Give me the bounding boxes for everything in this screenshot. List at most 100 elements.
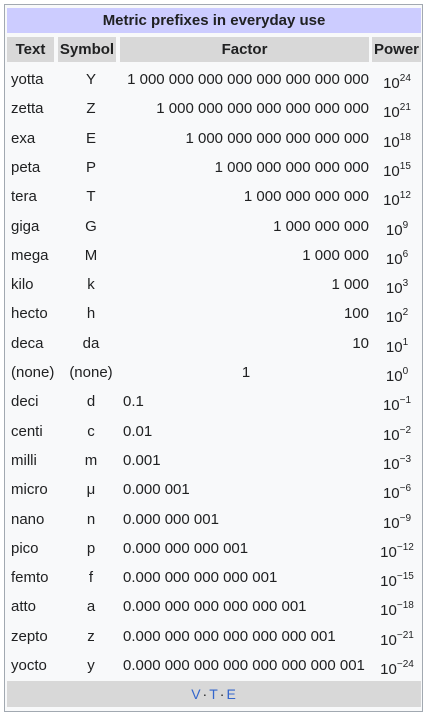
prefix-power: 1018 [373,124,421,153]
table-row: exa E 1 000 000 000 000 000 000 1018 [7,124,421,153]
header-symbol: Symbol [58,37,116,62]
prefix-name: kilo [11,276,34,294]
prefix-name: milli [11,451,37,469]
prefix-name: deca [11,334,44,352]
prefix-power: 101 [373,329,421,358]
prefix-power: 103 [373,270,421,299]
prefix-name: yocto [11,657,47,674]
power-base: 10 [382,514,400,532]
prefix-symbol: k [87,276,95,294]
power-exponent: 2 [402,307,409,319]
prefix-name: micro [11,481,48,499]
prefix-symbol: da [82,334,100,352]
table-title: Metric prefixes in everyday use [7,8,421,33]
power-base: 10 [382,426,400,444]
power-exponent: −1 [399,395,412,407]
prefix-symbol: y [87,657,95,674]
prefix-name: mega [11,246,49,264]
table-row: giga G 1 000 000 000 109 [7,212,421,241]
prefix-factor: 1 000 000 000 [273,217,369,235]
power-base: 10 [383,162,400,180]
prefix-name: giga [11,217,40,235]
power-exponent: −21 [396,629,414,641]
prefix-power: 1015 [373,153,421,182]
prefix-symbol: T [86,188,96,206]
power-base: 10 [382,485,400,503]
power-exponent: 6 [402,248,409,260]
power-base: 10 [380,661,397,678]
prefix-symbol: G [85,217,97,235]
table-row: kilo k 1 000 103 [7,270,421,299]
talk-link[interactable]: T [209,686,219,702]
prefix-symbol: a [86,598,96,616]
prefix-power: 10−21 [373,622,421,651]
power-base: 10 [380,543,397,561]
table-row: atto a 0.000 000 000 000 000 001 10−18 [7,592,421,621]
prefix-symbol: P [85,158,96,176]
prefix-factor: 0.000 000 000 000 000 000 001 [123,627,336,645]
prefix-factor: 0.001 [123,451,161,469]
table-row: micro μ 0.000 001 10−6 [7,475,421,504]
prefix-name: hecto [11,305,48,323]
prefix-factor: 100 [343,305,369,323]
power-exponent: −3 [399,453,412,465]
prefix-name: pico [11,539,39,557]
table-row: zepto z 0.000 000 000 000 000 000 001 10−21 [7,622,421,651]
prefix-name: exa [11,129,36,147]
power-base: 10 [383,133,400,151]
power-base: 10 [385,221,403,239]
navbox-footer: V · T · E [7,681,421,707]
prefix-factor: 1 000 000 000 000 000 000 000 000 [127,71,369,88]
prefix-factor: 0.000 000 000 000 001 [123,569,278,587]
separator: · [219,686,226,702]
prefix-symbol: h [86,305,96,323]
prefix-factor: 0.000 000 000 001 [123,539,249,557]
power-base: 10 [385,250,403,268]
prefix-power: 100 [373,358,421,387]
prefix-power: 10−3 [373,446,421,475]
view-link[interactable]: V [191,686,202,702]
table-row: (none) (none) 1 100 [7,358,421,387]
edit-link[interactable]: E [226,686,237,702]
prefix-power: 1012 [373,182,421,211]
prefix-symbol: E [85,129,96,147]
power-base: 10 [380,602,397,620]
table-row: tera T 1 000 000 000 000 1012 [7,182,421,211]
table-row: yocto y 0.000 000 000 000 000 000 000 001 1… [7,651,421,680]
power-exponent: 21 [399,102,411,114]
table-row: deca da 10 101 [7,329,421,358]
prefix-factor: 0.01 [123,422,153,440]
separator: · [202,686,209,702]
prefix-factor: 0.000 000 001 [123,510,219,528]
table-row: peta P 1 000 000 000 000 000 1015 [7,153,421,182]
power-exponent: −2 [399,424,412,436]
prefix-power: 102 [373,299,421,328]
prefix-name: zetta [11,100,44,118]
prefix-name: tera [11,188,37,206]
power-exponent: 18 [399,131,411,143]
power-exponent: −15 [396,571,414,583]
navbox-frame [4,4,423,712]
prefix-name: nano [11,510,45,528]
power-exponent: −18 [396,600,414,612]
power-base: 10 [383,75,400,92]
prefix-symbol: Z [86,100,96,118]
power-base: 10 [385,309,403,327]
prefix-symbol: n [86,510,96,528]
prefix-factor: 0.000 000 000 000 000 001 [123,598,307,616]
prefix-symbol: c [87,422,95,440]
prefix-factor: 1 000 000 000 000 [243,188,369,206]
header-power: Power [372,37,421,62]
prefix-name: yotta [11,71,44,88]
table-row: centi c 0.01 10−2 [7,417,421,446]
power-base: 10 [385,368,403,385]
table-row: mega M 1 000 000 106 [7,241,421,270]
prefix-power: 10−24 [373,651,421,680]
prefix-factor: 1 [241,364,251,381]
prefix-factor: 0.000 000 000 000 000 000 000 001 [123,657,365,674]
prefix-name: deci [11,393,39,411]
prefix-power: 10−12 [373,534,421,563]
power-exponent: −12 [396,541,414,553]
table-row: deci d 0.1 10−1 [7,387,421,416]
prefix-power: 10−18 [373,592,421,621]
